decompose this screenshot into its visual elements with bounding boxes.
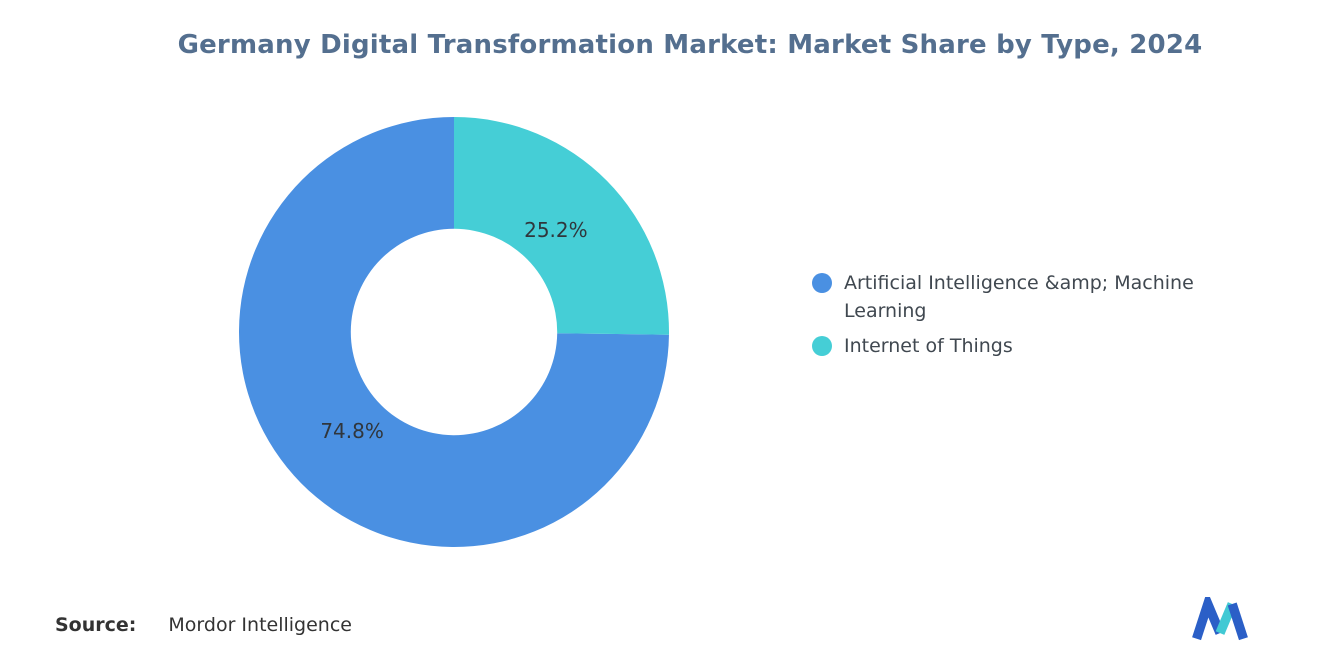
mordor-intelligence-logo [1190, 590, 1250, 641]
donut-slice-2 [454, 117, 669, 335]
slice-label: 25.2% [524, 218, 588, 242]
legend-swatch [812, 273, 832, 293]
logo-left-stroke [1192, 590, 1225, 641]
source-label: Source: [55, 614, 137, 636]
legend: Artificial Intelligence &amp; Machine Le… [812, 269, 1232, 367]
logo-right-stroke [1227, 602, 1248, 641]
chart-title: Germany Digital Transformation Market: M… [177, 30, 1203, 60]
donut-chart: 74.8% 25.2% [239, 117, 669, 547]
legend-item-2: Internet of Things [812, 332, 1232, 360]
legend-label: Internet of Things [844, 335, 1013, 357]
legend-swatch [812, 336, 832, 356]
donut-slice-1 [239, 117, 669, 547]
source-value: Mordor Intelligence [168, 614, 352, 636]
legend-item-1: Artificial Intelligence &amp; Machine Le… [812, 269, 1232, 325]
slice-label: 74.8% [320, 419, 384, 443]
legend-label: Artificial Intelligence &amp; Machine Le… [844, 272, 1194, 322]
source-line: Source: Mordor Intelligence [55, 614, 352, 636]
